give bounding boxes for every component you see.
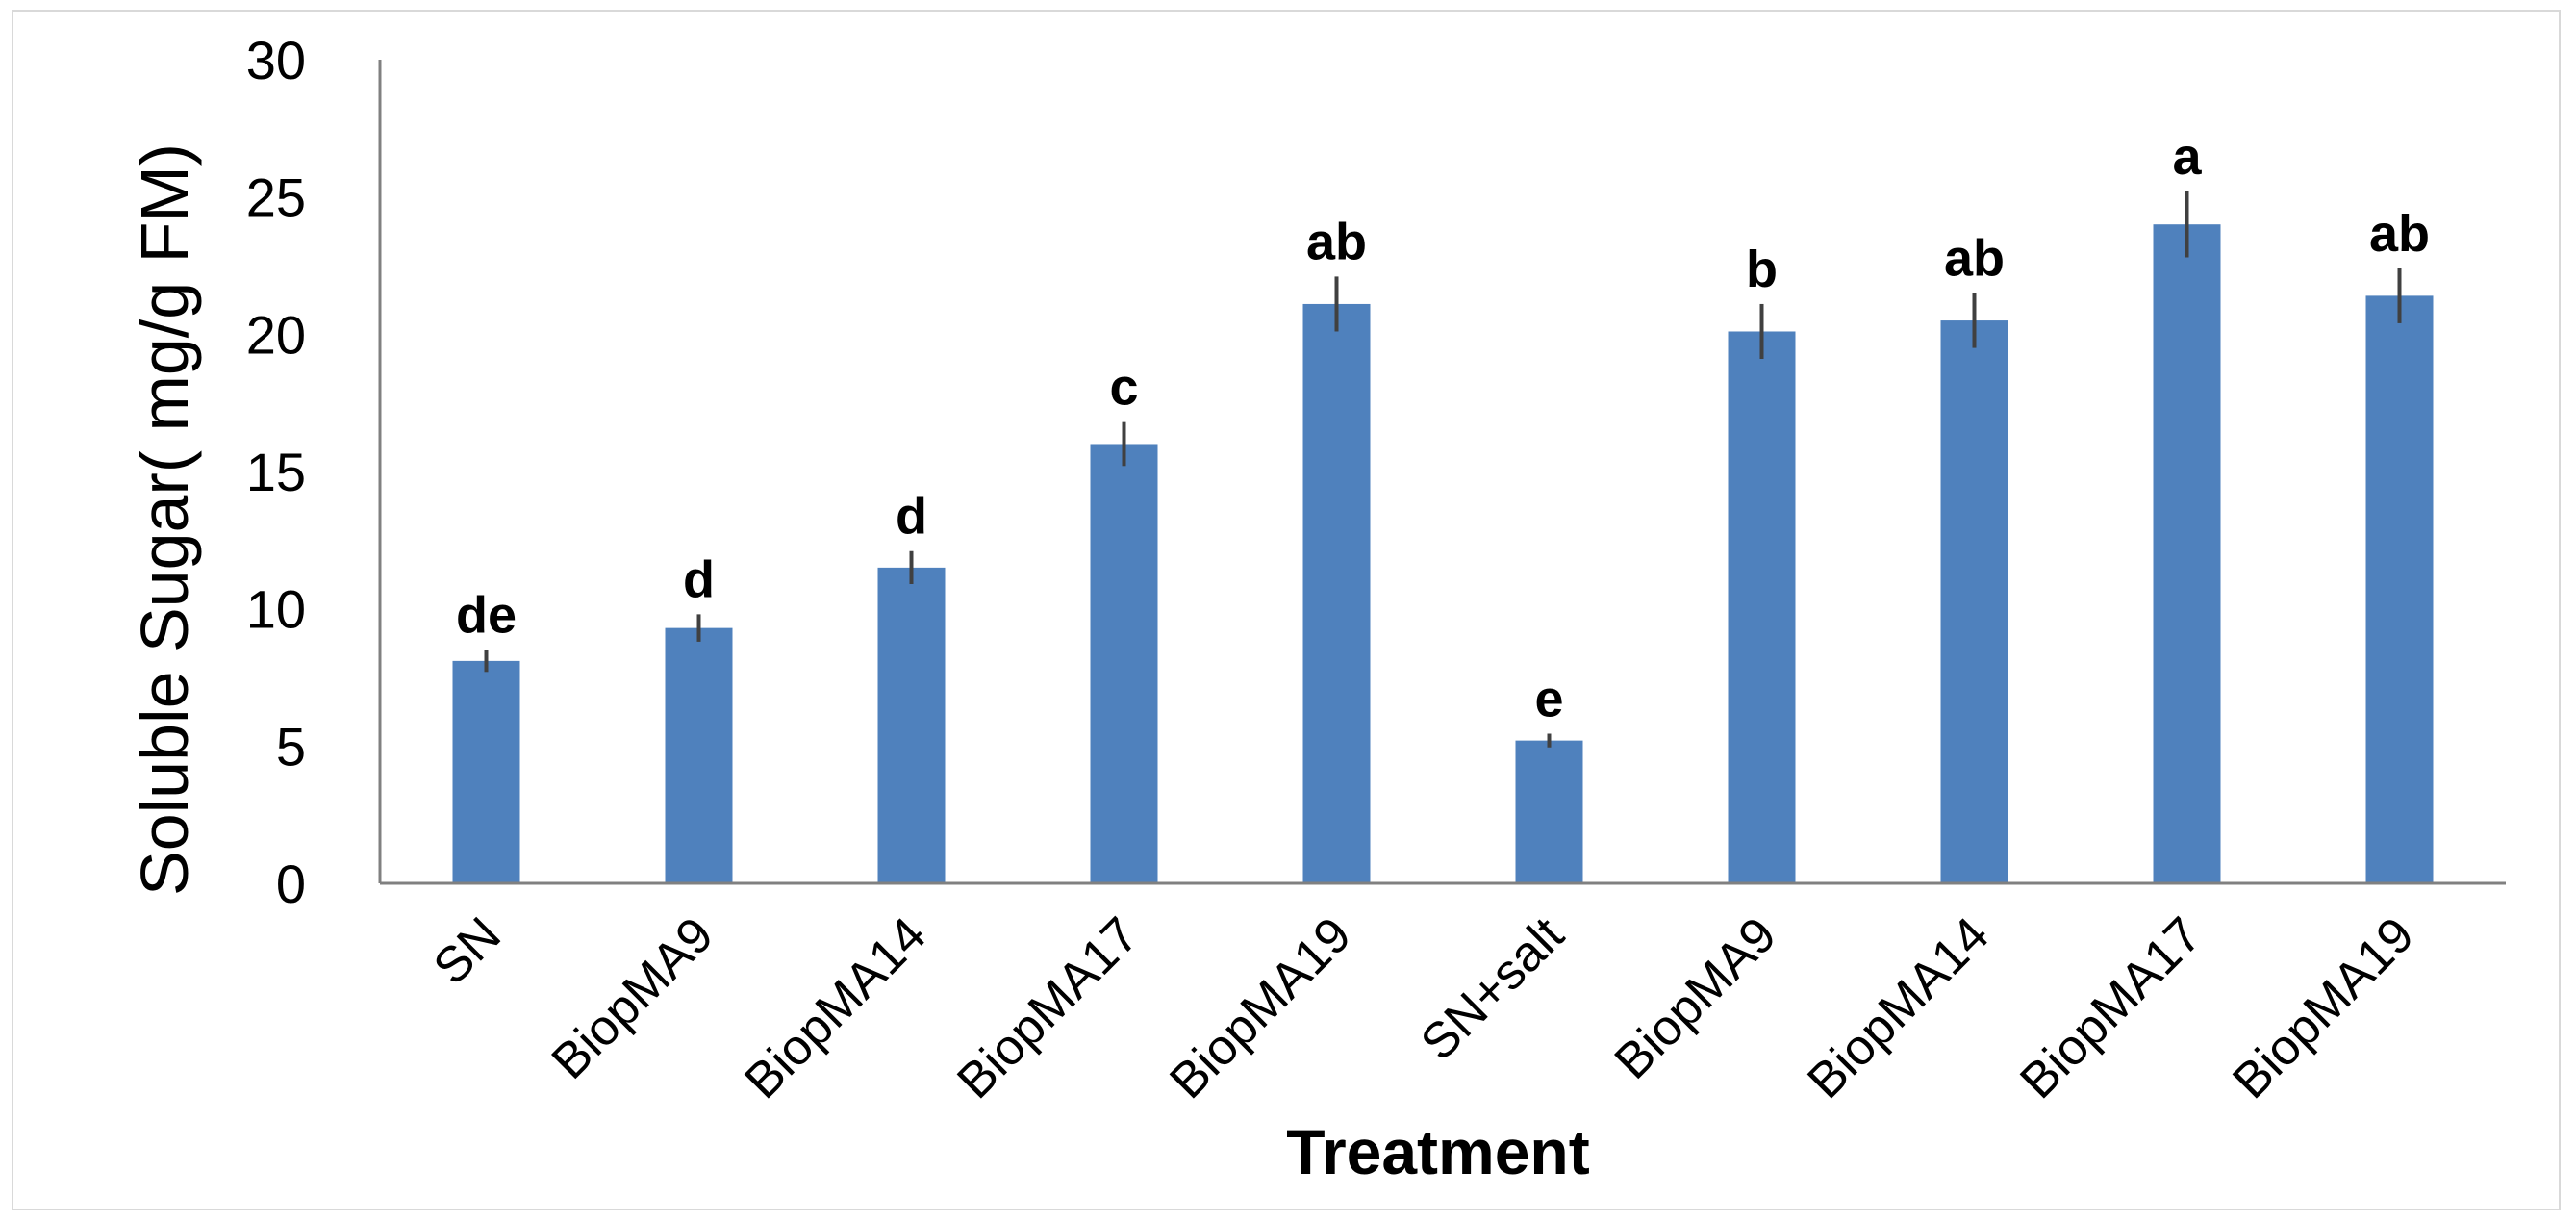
bar xyxy=(2365,295,2434,883)
significance-letter: d xyxy=(896,488,927,546)
y-axis-title: Soluble Sugar( mg/g FM) xyxy=(127,143,202,896)
category-label: SN xyxy=(423,906,512,995)
category-label: SN+salt xyxy=(1410,906,1575,1071)
bars xyxy=(452,224,2434,884)
significance-letter: ab xyxy=(2369,205,2430,263)
significance-letter: d xyxy=(683,550,715,608)
y-tick-label: 25 xyxy=(246,167,306,228)
significance-letter: ab xyxy=(1306,213,1367,270)
bar xyxy=(452,660,520,883)
bar xyxy=(1940,320,2008,884)
significance-letter: a xyxy=(2172,128,2202,186)
category-label: BiopMA17 xyxy=(947,906,1149,1109)
bar xyxy=(1728,331,1796,884)
error-bars xyxy=(484,191,2402,748)
significance-letter: e xyxy=(1534,670,1563,727)
significance-letter: ab xyxy=(1944,230,2005,288)
category-label: BiopMA19 xyxy=(1159,906,1362,1109)
bar xyxy=(1302,303,1371,883)
bar xyxy=(1515,740,1583,883)
y-tick-labels: 0 5 10 15 20 25 30 xyxy=(246,30,306,914)
category-label: BiopMA9 xyxy=(1604,906,1787,1089)
category-label: BiopMA14 xyxy=(1797,906,2000,1109)
significance-letters: de d d c ab e b ab a ab xyxy=(456,128,2430,728)
y-tick-label: 10 xyxy=(246,579,306,640)
y-tick-label: 20 xyxy=(246,304,306,365)
bar xyxy=(2153,224,2221,883)
category-label: BiopMA14 xyxy=(734,906,937,1109)
significance-letter: de xyxy=(456,586,517,644)
y-tick-label: 15 xyxy=(246,442,306,502)
bar xyxy=(1090,444,1158,883)
category-labels: SN BiopMA9 BiopMA14 BiopMA17 BiopMA19 SN+salt… xyxy=(423,906,2425,1109)
category-label: BiopMA9 xyxy=(542,906,724,1089)
significance-letter: c xyxy=(1109,359,1138,417)
x-axis-title: Treatment xyxy=(1286,1116,1589,1187)
category-label: BiopMA19 xyxy=(2222,906,2425,1109)
y-tick-label: 30 xyxy=(246,30,306,90)
y-tick-label: 0 xyxy=(276,854,306,914)
category-label: BiopMA17 xyxy=(2009,906,2212,1109)
chart-frame xyxy=(12,10,2561,1210)
y-tick-label: 5 xyxy=(276,716,306,777)
bar xyxy=(665,627,733,883)
significance-letter: b xyxy=(1746,241,1778,298)
bar xyxy=(877,567,946,883)
